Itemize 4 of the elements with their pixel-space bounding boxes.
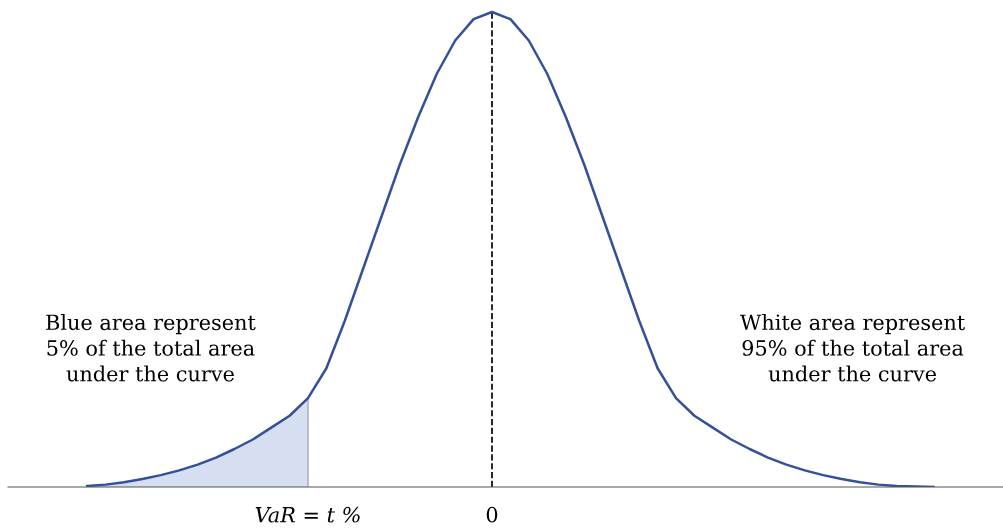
annotation: White area represent 95% of the total area under the curve xyxy=(740,314,966,382)
x-tick-label: 0 xyxy=(486,506,498,523)
x-tick-label: VaR = t % xyxy=(255,506,360,523)
annotation: Blue area represent 5% of the total area under the curve xyxy=(46,314,256,382)
